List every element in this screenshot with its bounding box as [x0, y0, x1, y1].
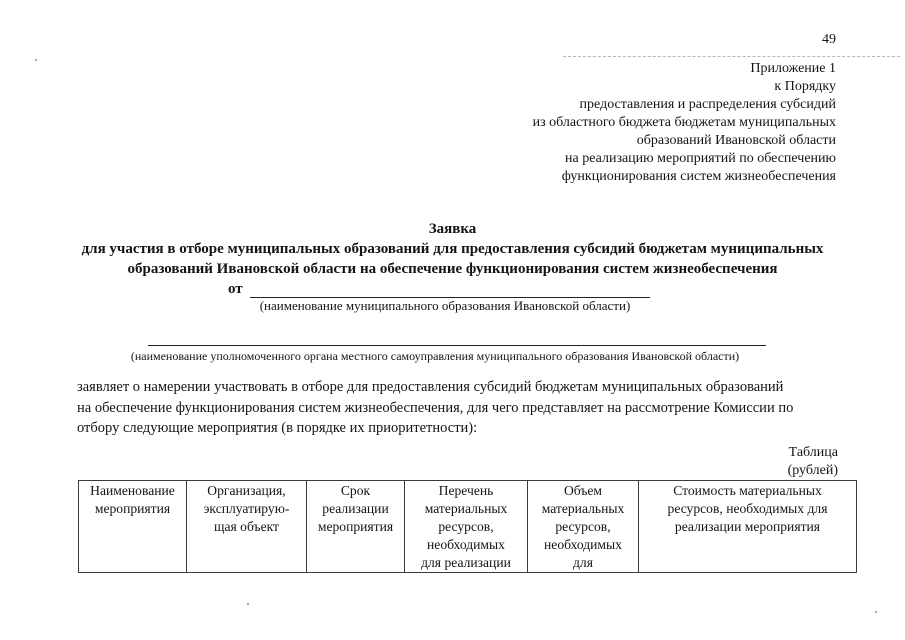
application-subtitle: для участия в отборе муниципальных образ…: [81, 241, 824, 277]
municipal-entity-caption: (наименование муниципального образования…: [259, 298, 631, 313]
scan-speck: [35, 59, 37, 61]
authority-fill-in-line: [148, 345, 766, 346]
table-label-block: Таблица (рублей): [788, 444, 838, 480]
col-header-resources-cost: Стоимость материальных ресурсов, необход…: [638, 480, 857, 573]
from-row: от: [228, 280, 650, 298]
scan-speck: [247, 603, 249, 605]
table-label: Таблица: [788, 445, 838, 460]
col-header-resources-volume: Объем материальных ресурсов, необходимых…: [527, 480, 639, 573]
col-header-resources-list: Перечень материальных ресурсов, необходи…: [404, 480, 528, 573]
scan-artifact-line: [563, 56, 900, 57]
authority-caption: (наименование уполномоченного органа мес…: [130, 349, 740, 363]
from-fill-in-line: [249, 281, 650, 298]
page-number: 49: [822, 32, 836, 47]
table-unit-label: (рублей): [787, 463, 838, 478]
col-header-event-name: Наименование мероприятия: [78, 480, 187, 573]
application-title: Заявка: [428, 221, 477, 237]
scan-speck: [875, 611, 877, 613]
materials-table: Наименование мероприятия Организация, эк…: [78, 480, 857, 573]
col-header-operating-organization: Организация, эксплуатирую- щая объект: [186, 480, 307, 573]
appendix-reference-block: Приложение 1 к Порядку предоставления и …: [532, 61, 836, 184]
col-header-implementation-term: Срок реализации мероприятия: [306, 480, 405, 573]
intent-paragraph: заявляет о намерении участвовать в отбор…: [77, 379, 794, 436]
from-label: от: [228, 281, 243, 297]
table-header-row: Наименование мероприятия Организация, эк…: [78, 480, 857, 573]
